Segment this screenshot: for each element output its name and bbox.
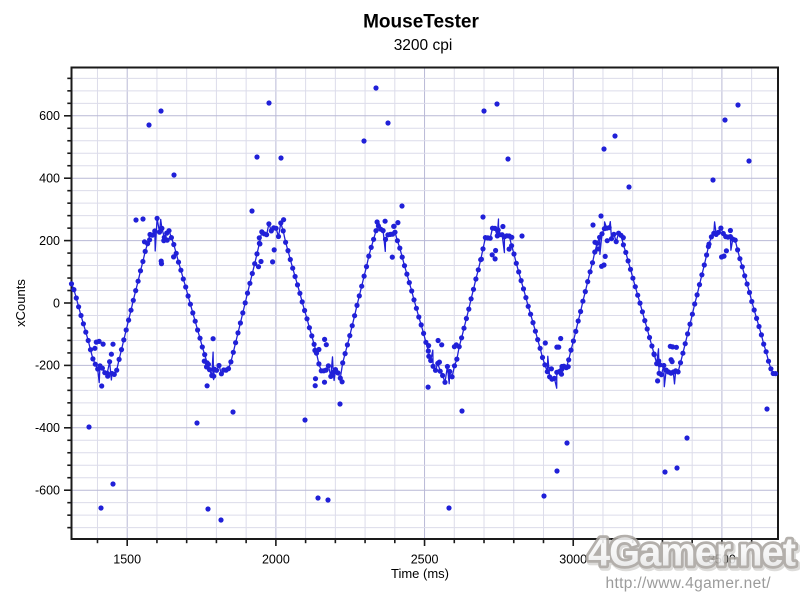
svg-text:3000: 3000 xyxy=(559,553,587,567)
svg-text:MouseTester: MouseTester xyxy=(363,12,479,33)
svg-text:4Gamer.net: 4Gamer.net xyxy=(588,531,796,575)
svg-text:2500: 2500 xyxy=(411,553,439,567)
svg-text:-400: -400 xyxy=(35,421,60,435)
svg-text:600: 600 xyxy=(39,109,60,123)
svg-text:http://www.4gamer.net/: http://www.4gamer.net/ xyxy=(606,575,772,592)
svg-text:400: 400 xyxy=(39,172,60,186)
svg-text:4Gamer.net: 4Gamer.net xyxy=(588,531,796,575)
svg-text:Time (ms): Time (ms) xyxy=(391,566,449,581)
svg-text:-600: -600 xyxy=(35,484,60,498)
svg-text:1500: 1500 xyxy=(113,553,141,567)
svg-text:3200 cpi: 3200 cpi xyxy=(394,37,453,54)
svg-text:xCounts: xCounts xyxy=(13,279,28,327)
svg-text:-200: -200 xyxy=(35,359,60,373)
svg-text:0: 0 xyxy=(53,296,60,310)
svg-text:2000: 2000 xyxy=(262,553,290,567)
svg-text:3500: 3500 xyxy=(708,553,736,567)
svg-text:4Gamer.net: 4Gamer.net xyxy=(590,533,798,577)
svg-text:200: 200 xyxy=(39,234,60,248)
